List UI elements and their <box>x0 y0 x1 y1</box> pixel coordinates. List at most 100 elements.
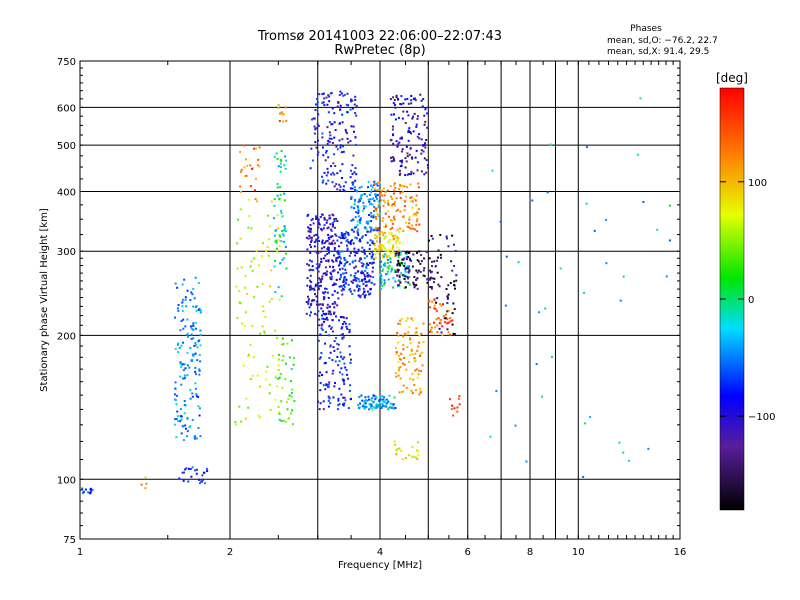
data-point <box>325 371 328 374</box>
data-point <box>405 145 408 148</box>
y-tick-label: 100 <box>57 475 76 486</box>
data-point <box>384 212 387 215</box>
data-point <box>338 253 341 256</box>
data-point <box>413 275 416 278</box>
data-point <box>357 206 360 209</box>
data-point <box>412 378 415 381</box>
data-point <box>326 270 329 273</box>
data-point <box>191 418 194 421</box>
data-point <box>423 257 426 260</box>
data-point <box>326 167 329 170</box>
data-point <box>402 362 405 365</box>
data-point <box>398 169 401 172</box>
data-point <box>388 215 391 218</box>
data-point <box>373 249 376 252</box>
data-point <box>434 308 437 311</box>
data-point <box>321 374 324 377</box>
data-point <box>414 331 417 334</box>
data-point <box>333 218 336 221</box>
data-point <box>276 186 279 189</box>
data-point <box>395 197 398 200</box>
data-point <box>328 251 331 254</box>
data-point <box>430 265 433 268</box>
data-point <box>310 281 313 284</box>
data-point <box>357 278 360 281</box>
data-point <box>180 365 183 368</box>
data-point <box>271 354 274 357</box>
data-point <box>198 353 201 356</box>
data-point <box>348 263 351 266</box>
data-point <box>338 360 341 363</box>
data-point <box>347 104 350 107</box>
data-point <box>278 234 281 237</box>
data-point <box>342 284 345 287</box>
data-point <box>395 140 398 143</box>
data-point <box>396 331 399 334</box>
data-point <box>605 262 608 265</box>
data-point <box>389 402 392 405</box>
data-point <box>324 313 327 316</box>
data-point <box>181 363 184 366</box>
data-point <box>446 322 449 325</box>
data-point <box>428 299 431 302</box>
data-point <box>364 407 367 410</box>
data-point <box>201 474 204 477</box>
data-point <box>326 142 329 145</box>
data-point <box>353 207 356 210</box>
data-point <box>376 212 379 215</box>
data-point <box>258 416 261 419</box>
data-point <box>342 404 345 407</box>
data-point <box>326 318 329 321</box>
data-point <box>329 235 332 238</box>
data-point <box>409 354 412 357</box>
data-point <box>176 410 179 413</box>
data-point <box>423 275 426 278</box>
data-point <box>332 346 335 349</box>
data-point <box>456 406 459 409</box>
data-point <box>412 281 415 284</box>
data-point <box>195 472 198 475</box>
data-point <box>351 281 354 284</box>
data-point <box>337 404 340 407</box>
data-point <box>358 260 361 263</box>
data-point <box>286 342 289 345</box>
data-point <box>318 239 321 242</box>
data-point <box>399 191 402 194</box>
data-point <box>326 239 329 242</box>
data-point <box>199 435 202 438</box>
data-point <box>248 198 251 201</box>
data-point <box>323 257 326 260</box>
data-point <box>373 180 376 183</box>
data-point <box>636 153 639 156</box>
data-point <box>308 227 311 230</box>
data-point <box>392 96 395 99</box>
data-point <box>189 397 192 400</box>
data-point <box>316 98 319 101</box>
data-point <box>398 279 401 282</box>
data-point <box>457 397 460 400</box>
data-point <box>353 203 356 206</box>
data-point <box>363 406 366 409</box>
data-point <box>357 289 360 292</box>
data-point <box>417 208 420 211</box>
data-point <box>327 260 330 263</box>
data-point <box>339 146 342 149</box>
data-point <box>379 199 382 202</box>
data-point <box>384 201 387 204</box>
data-point <box>504 304 507 307</box>
data-point <box>277 227 280 230</box>
data-point <box>332 265 335 268</box>
data-point <box>343 94 346 97</box>
data-point <box>348 345 351 348</box>
data-point <box>263 330 266 333</box>
data-point <box>355 104 358 107</box>
data-point <box>400 103 403 106</box>
y-tick-label: 750 <box>57 57 76 68</box>
data-point <box>188 366 191 369</box>
data-point <box>337 397 340 400</box>
data-point <box>400 261 403 264</box>
data-point <box>359 296 362 299</box>
data-point <box>337 408 340 411</box>
data-point <box>320 228 323 231</box>
data-point <box>393 203 396 206</box>
